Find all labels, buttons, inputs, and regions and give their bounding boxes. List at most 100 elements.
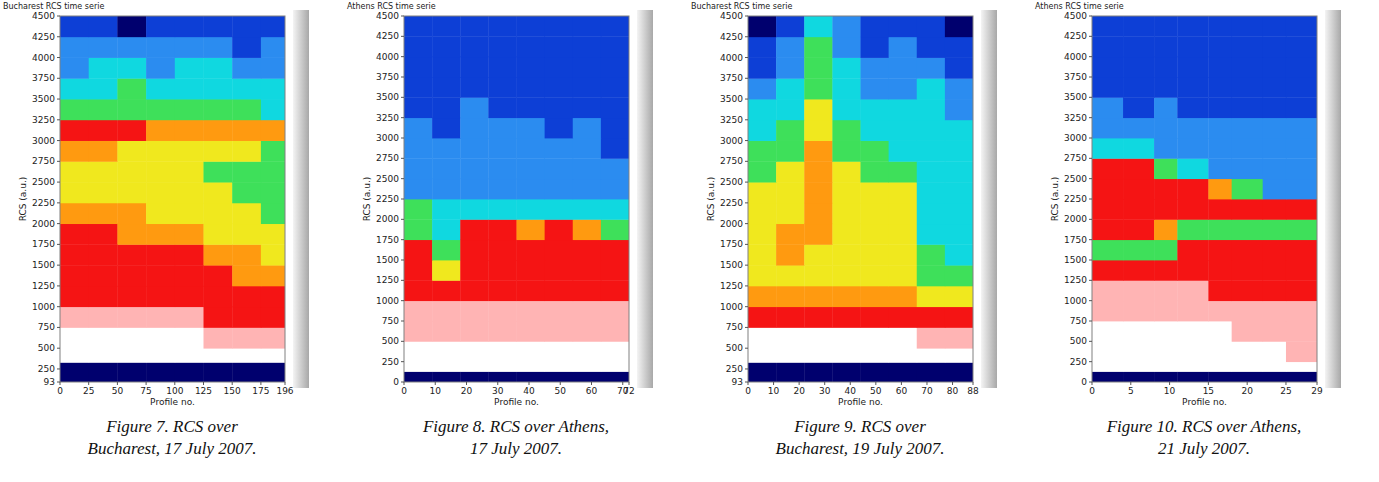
cell	[748, 58, 777, 79]
caption-line: 17 July 2007.	[470, 439, 562, 458]
cell	[432, 362, 461, 372]
cell	[517, 118, 546, 139]
cell	[261, 348, 285, 363]
cell	[89, 224, 118, 245]
y-tick	[745, 285, 748, 286]
y-tick-label: 3250	[32, 115, 55, 125]
cell	[117, 16, 146, 37]
cell	[832, 141, 861, 162]
y-tick	[57, 285, 60, 286]
y-tick-label: 500	[1070, 336, 1087, 346]
cell	[573, 179, 602, 200]
x-tick-label: 50	[555, 386, 567, 396]
cell	[1208, 138, 1232, 159]
y-tick	[1089, 341, 1092, 342]
cell	[804, 286, 833, 307]
cell	[545, 199, 574, 220]
x-tick-label: 20	[461, 386, 473, 396]
cell	[748, 224, 777, 245]
y-tick-label: 750	[38, 322, 55, 332]
cell	[404, 240, 433, 261]
y-axis-title: RCS (a.u.)	[706, 177, 716, 222]
cell	[89, 348, 118, 363]
cell	[917, 286, 946, 307]
x-tick-label: 30	[492, 386, 504, 396]
caption-line: Bucharest, 19 July 2007.	[776, 439, 945, 458]
cell	[545, 179, 574, 200]
x-tick	[973, 382, 974, 385]
cell	[889, 120, 918, 141]
y-tick	[1089, 239, 1092, 240]
cell	[60, 58, 89, 79]
cell	[89, 307, 118, 328]
cell	[432, 371, 461, 382]
cell	[573, 158, 602, 179]
cell	[776, 78, 805, 99]
cell	[488, 36, 517, 57]
cell	[175, 362, 204, 382]
x-tick-label: 72	[623, 386, 634, 396]
y-tick-label: 2750	[32, 156, 55, 166]
cell	[432, 138, 461, 159]
cell	[1177, 57, 1208, 78]
cell	[1123, 260, 1154, 281]
cell	[261, 307, 285, 328]
y-tick-label: 93	[44, 377, 55, 387]
y-tick	[57, 244, 60, 245]
panel: Athens RCS time serie0250500750100012501…	[1035, 2, 1341, 458]
cell	[232, 99, 261, 120]
cell	[1232, 199, 1263, 220]
cell	[203, 182, 232, 203]
y-axis-title: RCS (a.u.)	[1050, 177, 1060, 222]
cell	[460, 301, 489, 322]
cell	[776, 161, 805, 182]
cell	[1263, 240, 1287, 261]
y-tick	[57, 223, 60, 224]
cell	[1208, 371, 1232, 382]
y-tick-label: 4000	[32, 53, 55, 63]
x-tick	[591, 382, 592, 385]
cell	[1263, 77, 1287, 98]
cell	[203, 141, 232, 162]
cell	[601, 371, 629, 382]
cell	[1177, 16, 1208, 37]
cell	[1286, 219, 1317, 240]
cell	[1232, 321, 1263, 342]
cells	[404, 16, 629, 382]
cell	[232, 182, 261, 203]
cell	[889, 362, 918, 382]
y-tick	[745, 244, 748, 245]
y-axis-title: RCS (a.u.)	[362, 177, 372, 222]
y-tick-label: 250	[382, 357, 399, 367]
cell	[460, 57, 489, 78]
cell	[573, 219, 602, 240]
cell	[460, 138, 489, 159]
y-tick-label: 2500	[32, 177, 55, 187]
cell	[460, 341, 489, 362]
cell	[117, 203, 146, 224]
cell	[517, 362, 546, 372]
cell	[1208, 158, 1232, 179]
y-tick	[57, 306, 60, 307]
cell	[545, 362, 574, 372]
cell	[748, 244, 777, 265]
cell	[1123, 341, 1154, 362]
cell	[60, 161, 89, 182]
cell	[1263, 199, 1287, 220]
cell	[545, 301, 574, 322]
cell	[601, 341, 629, 362]
y-tick	[401, 361, 404, 362]
cell	[517, 97, 546, 118]
cell	[601, 36, 629, 57]
cell	[917, 244, 946, 265]
cell	[60, 16, 89, 37]
cell	[432, 16, 461, 37]
y-tick-label: 2250	[32, 198, 55, 208]
cell	[488, 57, 517, 78]
cell	[60, 182, 89, 203]
cell	[460, 77, 489, 98]
cell	[1123, 371, 1154, 382]
cell	[861, 182, 890, 203]
cell	[748, 265, 777, 286]
cell	[117, 120, 146, 141]
